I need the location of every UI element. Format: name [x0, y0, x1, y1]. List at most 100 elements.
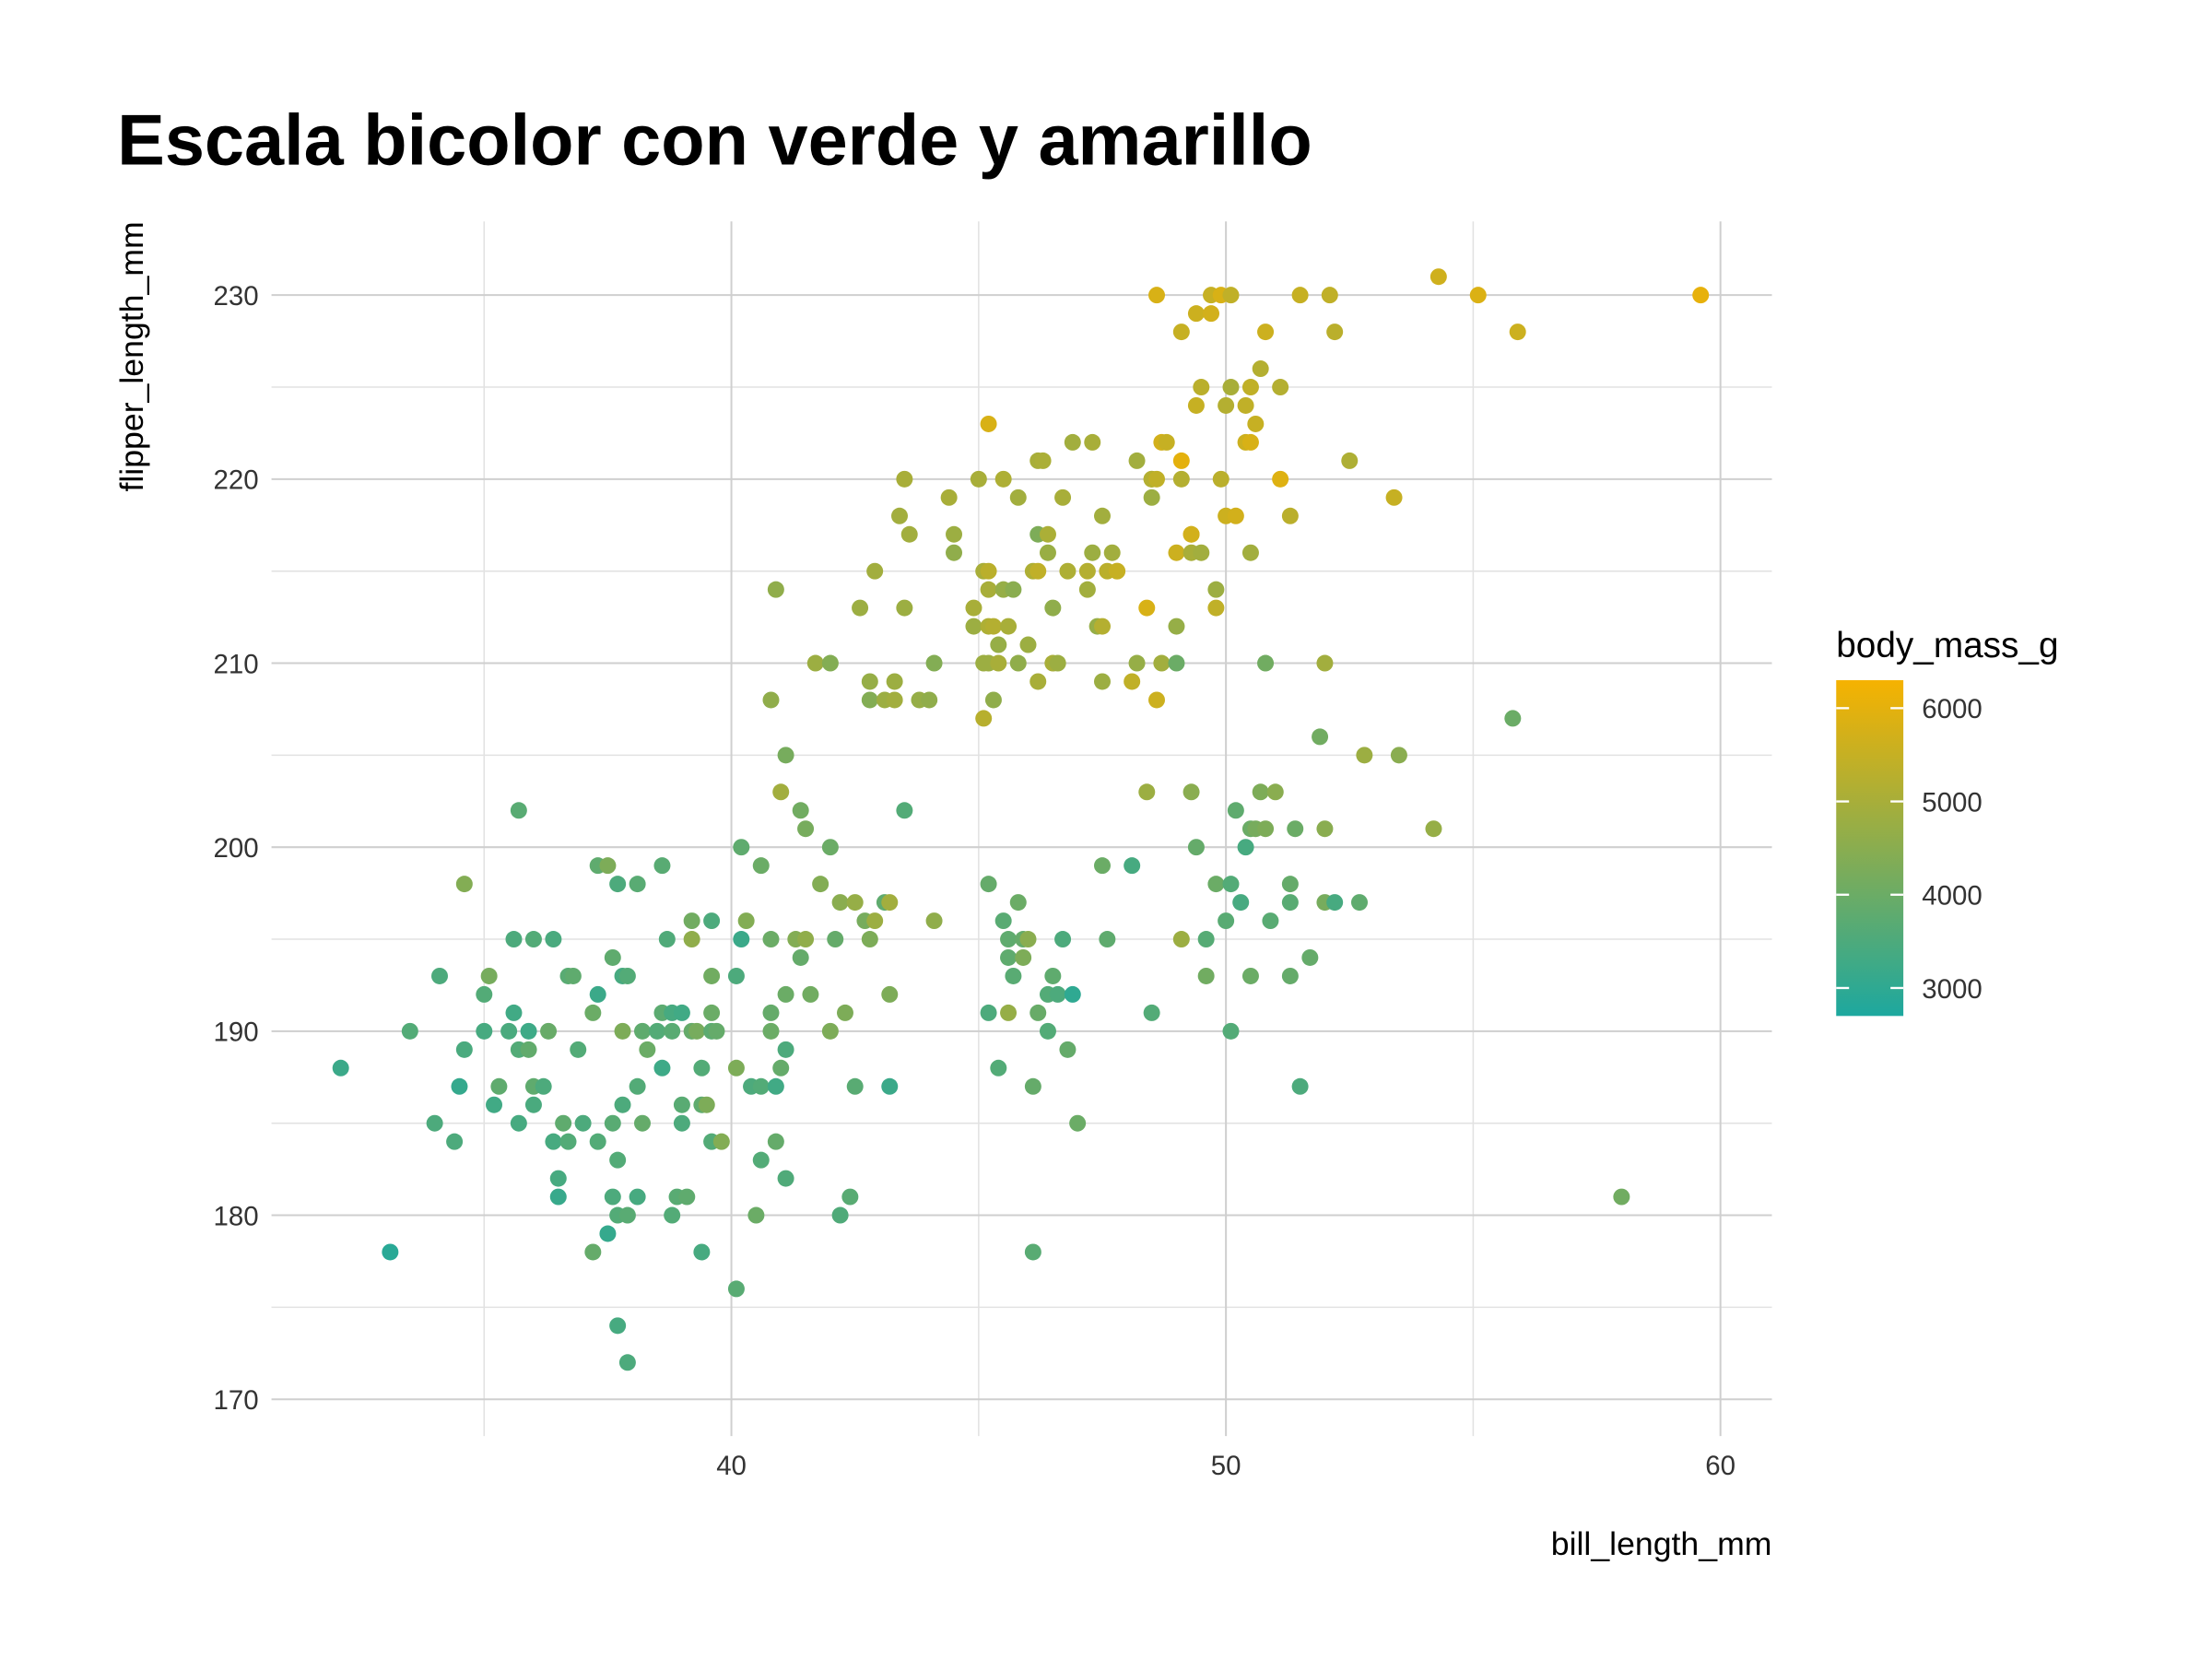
point [673, 1096, 690, 1113]
point [1128, 654, 1146, 672]
point [1143, 1004, 1160, 1021]
point [946, 544, 963, 561]
point [792, 802, 809, 819]
point [772, 783, 790, 801]
point [797, 931, 815, 948]
point [1222, 876, 1240, 893]
point [584, 1004, 602, 1021]
point [1351, 894, 1368, 912]
point [664, 1022, 681, 1040]
point [604, 1188, 621, 1206]
point [604, 1114, 621, 1132]
point [1692, 287, 1710, 304]
point [1172, 324, 1190, 341]
point [1241, 433, 1259, 451]
point [762, 1022, 780, 1040]
point [990, 636, 1007, 653]
point [1138, 599, 1156, 617]
point [777, 1170, 794, 1187]
point [777, 747, 794, 764]
point [426, 1114, 443, 1132]
point [1257, 324, 1275, 341]
point [1182, 783, 1200, 801]
point [1009, 488, 1027, 506]
point [965, 599, 982, 617]
point [505, 1004, 523, 1021]
point [940, 488, 958, 506]
point [747, 1206, 765, 1224]
point [1247, 415, 1265, 432]
point [1030, 673, 1047, 690]
point [752, 857, 770, 875]
point [455, 876, 473, 893]
point [1093, 507, 1111, 524]
point [733, 839, 750, 856]
point [401, 1022, 418, 1040]
point [1301, 949, 1319, 966]
point [1005, 967, 1022, 984]
point [649, 1022, 666, 1040]
point [1281, 507, 1299, 524]
point [500, 1022, 518, 1040]
point [618, 967, 636, 984]
color-bar-label: 5000 [1922, 787, 1982, 818]
point [1143, 488, 1160, 506]
point [1187, 305, 1205, 323]
y-tick-label: 180 [213, 1201, 258, 1231]
point [1312, 728, 1329, 746]
point [881, 985, 899, 1003]
point [604, 949, 621, 966]
point [921, 691, 938, 709]
point [524, 1096, 542, 1113]
point [1019, 636, 1037, 653]
point [925, 654, 943, 672]
point [1326, 894, 1344, 912]
point [1227, 802, 1244, 819]
point [1241, 379, 1259, 396]
point [1207, 876, 1225, 893]
point [629, 1077, 646, 1095]
point [752, 1077, 770, 1095]
point [693, 1243, 711, 1261]
point [737, 912, 755, 930]
point [1222, 1022, 1240, 1040]
point [673, 1004, 690, 1021]
point [1024, 1077, 1041, 1095]
point [599, 1225, 617, 1242]
point [1172, 452, 1190, 469]
point [1005, 581, 1022, 598]
point [549, 1170, 567, 1187]
point [618, 1354, 636, 1371]
points [332, 268, 1710, 1371]
point [688, 1022, 706, 1040]
point [1093, 618, 1111, 635]
point [1187, 396, 1205, 414]
point [455, 1041, 473, 1058]
point [1266, 783, 1284, 801]
point [589, 985, 606, 1003]
point [896, 470, 913, 488]
point [1291, 287, 1309, 304]
point [767, 1133, 784, 1150]
point [703, 912, 721, 930]
point [629, 876, 646, 893]
point [1103, 544, 1121, 561]
point [733, 931, 750, 948]
legend: 3000 4000 5000 6000 [1836, 679, 1983, 1017]
point [1252, 360, 1269, 378]
point [762, 1004, 780, 1021]
point [1024, 1243, 1041, 1261]
point [574, 1114, 592, 1132]
point [866, 562, 884, 580]
point [727, 1059, 745, 1077]
point [1034, 452, 1052, 469]
point [653, 857, 671, 875]
point [1321, 287, 1338, 304]
point [1084, 544, 1101, 561]
point [599, 857, 617, 875]
point [609, 1317, 627, 1335]
point [984, 618, 1002, 635]
point [1281, 967, 1299, 984]
y-tick-label: 200 [213, 833, 258, 864]
point [1272, 470, 1289, 488]
